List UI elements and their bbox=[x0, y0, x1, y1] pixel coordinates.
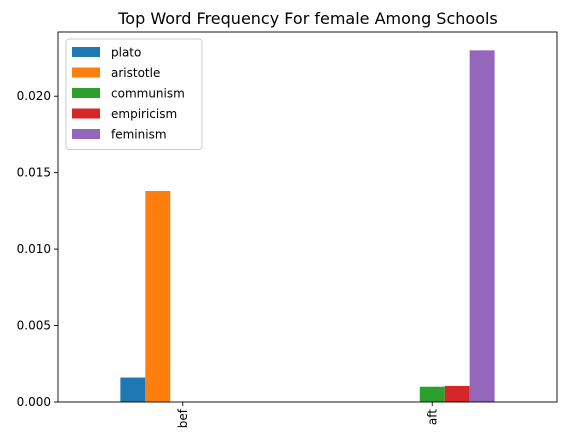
bar-feminism-aft bbox=[469, 50, 495, 402]
x-tick-label: aft bbox=[425, 409, 439, 425]
legend-label-aristotle: aristotle bbox=[111, 66, 160, 80]
legend-label-feminism: feminism bbox=[111, 128, 167, 142]
legend-label-communism: communism bbox=[111, 87, 185, 101]
plot-frame bbox=[57, 31, 558, 403]
legend-swatch-feminism bbox=[72, 129, 100, 139]
legend-swatch-empiricism bbox=[72, 108, 100, 119]
axes-layer: 0.000 0.005 0.010 0.015 0.020 bef aft bbox=[17, 31, 558, 428]
legend-swatch-communism bbox=[72, 88, 100, 98]
bar-empiricism-aft bbox=[444, 385, 470, 402]
bar-plato-bef bbox=[120, 377, 146, 402]
y-tick-label: 0.020 bbox=[17, 89, 51, 103]
bars-layer bbox=[120, 50, 495, 402]
y-tick-label: 0.000 bbox=[17, 395, 51, 409]
x-tick-label: bef bbox=[176, 408, 190, 428]
y-tick-label: 0.015 bbox=[17, 166, 51, 180]
legend-swatch-aristotle bbox=[72, 67, 100, 78]
bar-aristotle-bef bbox=[145, 191, 171, 402]
legend-swatch-plato bbox=[72, 47, 100, 57]
bar-communism-aft bbox=[419, 386, 445, 402]
y-tick-label: 0.010 bbox=[17, 242, 51, 256]
legend-label-empiricism: empiricism bbox=[111, 107, 177, 121]
legend: plato aristotle communism empiricism feminis… bbox=[65, 38, 203, 150]
legend-box bbox=[65, 38, 203, 150]
y-tick-label: 0.005 bbox=[17, 319, 51, 333]
legend-label-plato: plato bbox=[111, 46, 141, 60]
chart-title: Top Word Frequency For female Among Scho… bbox=[117, 9, 498, 28]
